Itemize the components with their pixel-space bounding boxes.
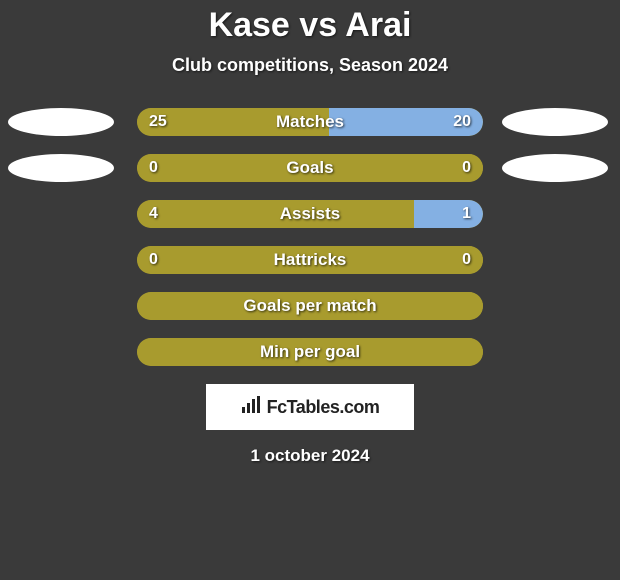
stat-value-left: 0 bbox=[149, 159, 158, 177]
stat-value-right: 1 bbox=[462, 205, 471, 223]
country-flag-right bbox=[502, 108, 608, 136]
stat-value-left: 25 bbox=[149, 113, 167, 131]
footer-date: 1 october 2024 bbox=[0, 446, 620, 466]
stats-area: 2520Matches00Goals41Assists00HattricksGo… bbox=[0, 108, 620, 366]
subtitle: Club competitions, Season 2024 bbox=[0, 55, 620, 76]
stat-row: Min per goal bbox=[0, 338, 620, 366]
stat-row: 00Hattricks bbox=[0, 246, 620, 274]
stat-value-right: 0 bbox=[462, 159, 471, 177]
stat-row: 41Assists bbox=[0, 200, 620, 228]
stat-value-left: 4 bbox=[149, 205, 158, 223]
brand-chart-icon bbox=[241, 396, 263, 419]
stat-value-left: 0 bbox=[149, 251, 158, 269]
stat-row: 2520Matches bbox=[0, 108, 620, 136]
brand-badge: FcTables.com bbox=[206, 384, 414, 430]
country-flag-left bbox=[8, 108, 114, 136]
stat-row: Goals per match bbox=[0, 292, 620, 320]
stat-bar: 00Goals bbox=[137, 154, 483, 182]
stat-bar: 00Hattricks bbox=[137, 246, 483, 274]
stat-bar: Min per goal bbox=[137, 338, 483, 366]
stat-bar-left bbox=[137, 338, 483, 366]
stat-value-right: 0 bbox=[462, 251, 471, 269]
stat-bar: 2520Matches bbox=[137, 108, 483, 136]
stat-bar-left bbox=[137, 246, 483, 274]
stat-bar: 41Assists bbox=[137, 200, 483, 228]
stat-bar-right bbox=[414, 200, 483, 228]
stat-value-right: 20 bbox=[453, 113, 471, 131]
stat-bar: Goals per match bbox=[137, 292, 483, 320]
page-title: Kase vs Arai bbox=[0, 6, 620, 45]
country-flag-left bbox=[8, 154, 114, 182]
stat-bar-left bbox=[137, 200, 414, 228]
stat-bar-left bbox=[137, 154, 483, 182]
brand-text: FcTables.com bbox=[267, 397, 380, 418]
stat-bar-left bbox=[137, 292, 483, 320]
stat-row: 00Goals bbox=[0, 154, 620, 182]
comparison-infographic: Kase vs Arai Club competitions, Season 2… bbox=[0, 0, 620, 466]
country-flag-right bbox=[502, 154, 608, 182]
